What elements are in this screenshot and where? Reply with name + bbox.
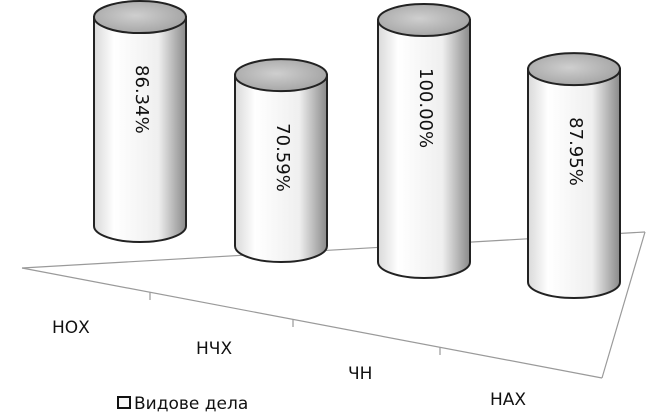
bar-top: [377, 3, 471, 37]
floor-right-edge: [601, 231, 646, 379]
data-label: 87.95%: [565, 117, 586, 186]
bar-body: [234, 74, 328, 263]
data-label: 86.34%: [131, 65, 152, 134]
bar-cylinder: 87.95%: [527, 52, 621, 299]
bar-top: [527, 52, 621, 87]
bar-top: [234, 58, 328, 93]
category-label: ЧН: [348, 364, 372, 384]
bar-cylinder: 86.34%: [93, 0, 187, 243]
category-labels: НОХ НЧХ ЧН НАХ: [52, 318, 526, 410]
category-label: НАХ: [490, 390, 526, 410]
category-label: НОХ: [52, 318, 90, 338]
legend-label: Видове дела: [134, 394, 248, 412]
data-label: 70.59%: [272, 123, 293, 192]
floor-front-edge: [21, 267, 603, 379]
category-label: НЧХ: [196, 339, 232, 359]
bars-layer: 86.34% 70.59% 100.00% 87.95%: [93, 0, 621, 299]
legend: Видове дела: [117, 394, 248, 412]
bar-body: [377, 19, 471, 279]
bar-top: [93, 0, 187, 35]
bar-cylinder: 70.59%: [234, 58, 328, 263]
bar-body: [93, 16, 187, 243]
bar-cylinder: 100.00%: [377, 3, 471, 279]
data-label: 100.00%: [415, 68, 436, 148]
legend-swatch: [117, 396, 131, 409]
bar-body: [527, 68, 621, 299]
